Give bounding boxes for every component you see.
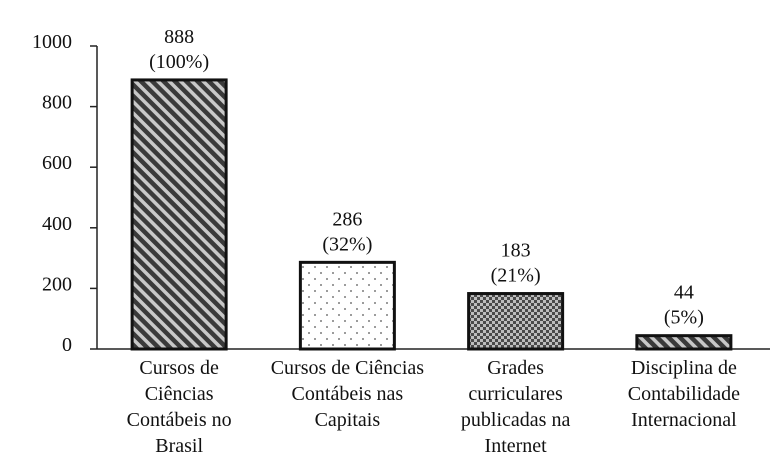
y-tick-label: 600 — [42, 152, 72, 174]
bar — [635, 334, 733, 351]
category-label-line: Brasil — [155, 435, 203, 457]
bar-labels-group: (100%) 888 (32%) 286 (21%) 183 (5%) 44 — [149, 26, 704, 329]
category-label-line: Contábeis no — [127, 409, 232, 431]
bar-percent-label: (100%) — [149, 51, 209, 73]
y-axis: 0 200 400 600 800 1000 — [32, 31, 98, 356]
bar-value-label: 44 — [674, 282, 694, 304]
bar — [130, 78, 228, 351]
category-label-line: Cursos de Ciências — [271, 357, 425, 379]
bar-percent-label: (32%) — [322, 233, 372, 255]
y-tick-label: 400 — [42, 213, 72, 235]
bars-group — [130, 78, 733, 351]
category-label-line: Ciências — [145, 383, 214, 405]
category-label-line: Contabilidade — [628, 383, 740, 405]
category-label-line: Internet — [485, 435, 548, 457]
category-label-line: Disciplina de — [631, 357, 737, 379]
y-tick-label: 800 — [42, 92, 72, 114]
bar-value-label: 286 — [332, 208, 362, 230]
y-tick-label: 1000 — [32, 31, 72, 53]
y-tick-label: 0 — [62, 334, 72, 356]
category-label-line: Cursos de — [139, 357, 219, 379]
category-label-line: Contábeis nas — [292, 383, 404, 405]
category-label-line: Grades — [487, 357, 544, 379]
category-label-line: Capitais — [315, 409, 381, 431]
y-tick-label: 200 — [42, 273, 72, 295]
category-label-line: curriculares — [468, 383, 563, 405]
bar-percent-label: (21%) — [491, 265, 541, 287]
category-label-line: publicadas na — [461, 409, 571, 431]
bar-value-label: 183 — [501, 240, 531, 262]
bar-value-label: 888 — [164, 26, 194, 48]
bar — [467, 292, 565, 351]
category-labels-group: Cursos de Ciências Contábeis no Brasil Curso… — [127, 357, 740, 457]
bar-percent-label: (5%) — [664, 307, 704, 329]
bar — [298, 260, 396, 351]
category-label-line: Internacional — [631, 409, 737, 431]
